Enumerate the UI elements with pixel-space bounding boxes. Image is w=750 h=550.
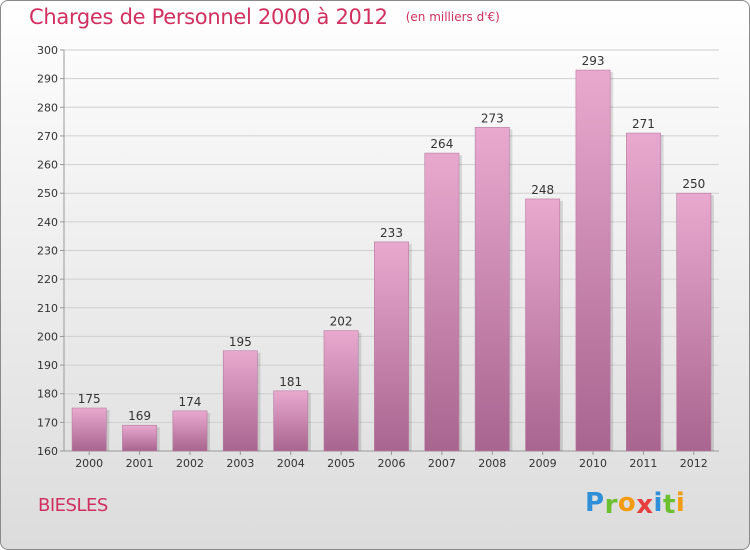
y-tick-label: 240 [37,216,58,229]
y-tick-label: 250 [37,187,58,200]
value-labels: 175 169 174 195 181 202 233 264 273 248 293 271 250 [78,54,706,423]
bar-2001 [122,424,158,452]
logo-letter: i [653,488,663,518]
value-label-2006: 233 [380,226,403,240]
x-tick-label-2011: 2011 [629,457,657,470]
value-label-2007: 264 [430,137,453,151]
value-label-2012: 250 [682,177,705,191]
value-label-2008: 273 [481,111,504,125]
bar-2004 [273,390,309,452]
proxiti-logo: Proxiti [585,488,686,520]
y-tick-labels: 160 170 180 190 200 210 220 230 240 250 260 270 280 2… [37,44,58,458]
bar-2008 [474,127,510,452]
value-label-2002: 174 [179,395,202,409]
y-tick-label: 260 [37,159,58,172]
x-tick-label-2003: 2003 [226,457,254,470]
bar-2012 [676,192,712,452]
bar-2006 [374,241,409,452]
bar-2009 [525,198,561,452]
logo-letter: i [675,488,686,518]
bar-2011 [625,132,661,452]
y-tick-label: 200 [37,330,58,343]
y-tick-label: 230 [37,245,58,258]
commune-name: BIESLES [38,495,108,516]
bar-2003 [222,350,258,452]
y-tick-label: 280 [37,101,58,114]
x-tick-label-2004: 2004 [277,457,305,470]
x-tick-label-2012: 2012 [680,457,708,470]
bar-2010 [575,69,611,452]
bar-2007 [424,152,460,452]
chart-title: Charges de Personnel 2000 à 2012 [29,5,388,29]
y-tick-label: 160 [37,445,58,458]
bar-2005 [323,330,359,452]
title-row: Charges de Personnel 2000 à 2012 (en mil… [29,5,500,29]
y-tick-label: 290 [37,73,58,86]
x-tick-label-2007: 2007 [428,457,456,470]
logo-letter: x [636,490,654,520]
y-tick-label: 270 [37,130,58,143]
value-label-2011: 271 [632,117,655,131]
x-tick-label-2002: 2002 [176,457,204,470]
x-tick-label-2005: 2005 [327,457,355,470]
logo-letter: o [617,488,637,518]
y-tick-label: 210 [37,302,58,315]
y-tick-label: 190 [37,359,58,372]
x-tick-label-2001: 2001 [126,457,154,470]
bar-2000 [71,407,107,452]
y-tick-label: 170 [37,416,58,429]
value-label-2005: 202 [330,315,353,329]
y-tick-label: 180 [37,388,58,401]
x-tick-label-2010: 2010 [579,457,607,470]
chart-subtitle: (en milliers d'€) [405,10,500,24]
x-tick-label-2000: 2000 [75,457,103,470]
y-tick-label: 300 [37,44,58,57]
x-tick-label-2008: 2008 [478,457,506,470]
value-label-2004: 181 [279,375,302,389]
value-label-2010: 293 [582,54,605,68]
x-tick-label-2009: 2009 [529,457,557,470]
y-tick-label: 220 [37,273,58,286]
value-label-2009: 248 [531,183,554,197]
value-label-2001: 169 [128,409,151,423]
value-label-2000: 175 [78,392,101,406]
logo-letter: r [604,490,618,520]
logo-letter: t [662,490,676,520]
x-tick-labels: 2000 2001 2002 2003 2004 2005 2006 2007 2008 2009… [75,451,708,470]
logo-letter: P [585,488,605,518]
bars [71,69,714,452]
x-tick-label-2006: 2006 [378,457,406,470]
bar-2002 [172,410,208,452]
value-label-2003: 195 [229,335,252,349]
